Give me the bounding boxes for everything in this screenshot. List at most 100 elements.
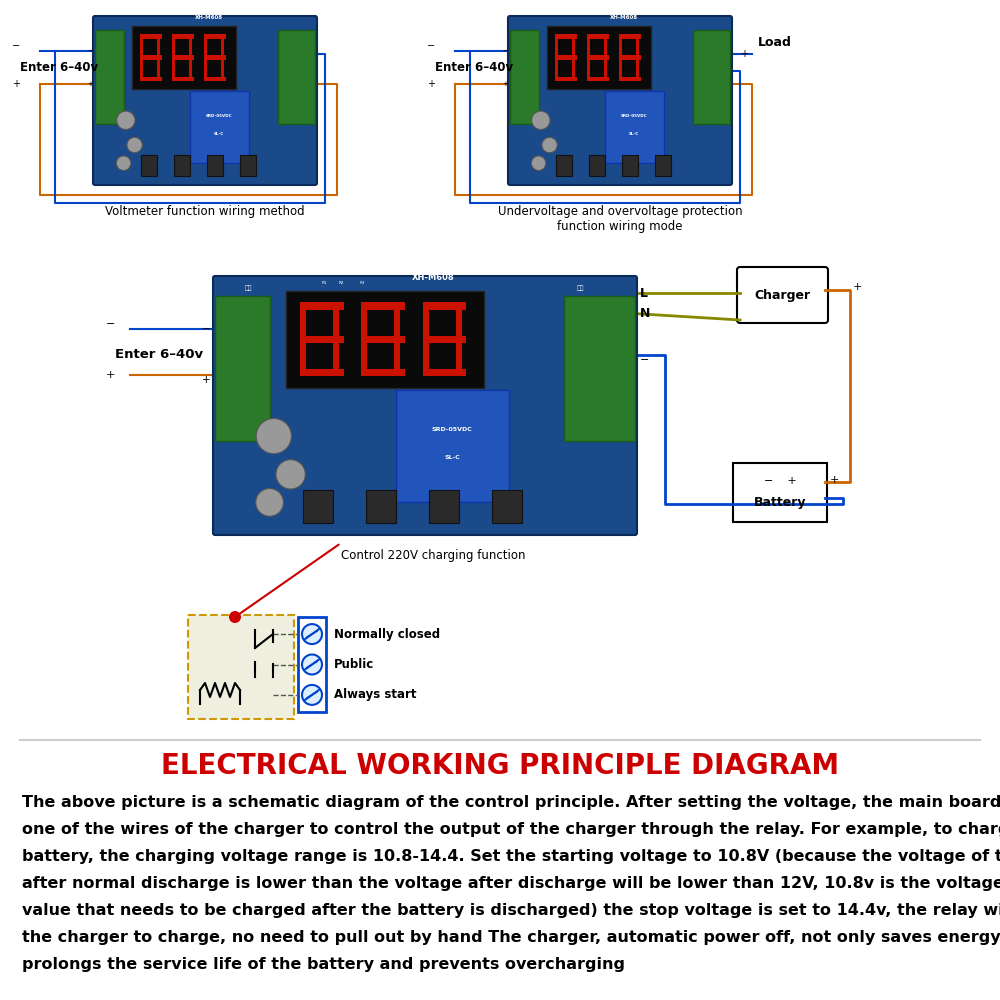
FancyBboxPatch shape bbox=[508, 16, 732, 185]
Text: +: + bbox=[427, 79, 435, 89]
Circle shape bbox=[256, 418, 291, 454]
Text: Public: Public bbox=[334, 658, 374, 671]
Bar bbox=[286, 291, 484, 388]
FancyBboxPatch shape bbox=[733, 463, 827, 522]
Bar bbox=[564, 296, 635, 441]
Bar bbox=[619, 55, 641, 60]
Bar bbox=[423, 302, 466, 310]
Bar bbox=[619, 34, 641, 39]
FancyBboxPatch shape bbox=[93, 16, 317, 185]
Bar bbox=[132, 26, 236, 89]
FancyBboxPatch shape bbox=[213, 276, 637, 535]
Bar bbox=[204, 34, 207, 81]
Bar bbox=[587, 77, 609, 81]
Bar bbox=[693, 30, 730, 124]
Circle shape bbox=[229, 611, 241, 623]
Circle shape bbox=[302, 654, 322, 674]
Bar bbox=[510, 30, 539, 124]
Bar bbox=[300, 369, 344, 376]
Text: −    +: − + bbox=[764, 477, 796, 487]
Bar bbox=[655, 155, 671, 176]
Bar bbox=[140, 34, 143, 81]
Text: −: − bbox=[427, 41, 435, 51]
Text: SRD-05VDC: SRD-05VDC bbox=[621, 114, 648, 118]
Bar bbox=[157, 34, 160, 81]
Text: ELECTRICAL WORKING PRINCIPLE DIAGRAM: ELECTRICAL WORKING PRINCIPLE DIAGRAM bbox=[161, 752, 839, 780]
Text: R1: R1 bbox=[322, 281, 327, 285]
Text: XH-M608: XH-M608 bbox=[195, 15, 223, 20]
Bar bbox=[394, 302, 400, 376]
Bar bbox=[215, 296, 270, 441]
Text: +: + bbox=[106, 370, 115, 380]
Bar bbox=[423, 369, 466, 376]
Text: −: − bbox=[640, 355, 649, 365]
Bar bbox=[555, 55, 577, 60]
Text: the charger to charge, no need to pull out by hand The charger, automatic power : the charger to charge, no need to pull o… bbox=[22, 930, 1000, 945]
Bar bbox=[140, 55, 162, 60]
Bar bbox=[174, 155, 190, 176]
Bar bbox=[555, 34, 558, 81]
Bar bbox=[636, 34, 639, 81]
Text: Enter 6–40v: Enter 6–40v bbox=[20, 61, 98, 74]
Text: Enter 6–40v: Enter 6–40v bbox=[435, 61, 513, 74]
Bar bbox=[555, 77, 577, 81]
Text: Load: Load bbox=[758, 36, 792, 49]
Bar bbox=[572, 34, 575, 81]
Text: Control 220V charging function: Control 220V charging function bbox=[341, 549, 526, 562]
Bar bbox=[189, 34, 192, 81]
Bar bbox=[221, 34, 224, 81]
FancyBboxPatch shape bbox=[737, 267, 828, 323]
Circle shape bbox=[117, 111, 135, 130]
Bar bbox=[361, 302, 367, 376]
Text: Voltmeter function wiring method: Voltmeter function wiring method bbox=[105, 205, 305, 218]
Bar bbox=[429, 490, 459, 523]
Text: Charger: Charger bbox=[754, 288, 811, 302]
Bar bbox=[587, 55, 609, 60]
Text: SL-C: SL-C bbox=[629, 132, 639, 136]
Bar bbox=[555, 34, 577, 39]
Text: Normally closed: Normally closed bbox=[334, 628, 440, 641]
Bar bbox=[300, 336, 344, 343]
Bar bbox=[207, 155, 223, 176]
Text: Enter 6–40v: Enter 6–40v bbox=[115, 348, 203, 361]
Text: −: − bbox=[12, 41, 20, 51]
Bar bbox=[204, 77, 226, 81]
Bar bbox=[423, 336, 466, 343]
Bar bbox=[303, 490, 333, 523]
Text: The above picture is a schematic diagram of the control principle. After setting: The above picture is a schematic diagram… bbox=[22, 795, 1000, 810]
Text: −: − bbox=[87, 48, 93, 54]
Bar bbox=[141, 155, 157, 176]
Text: XH-M608: XH-M608 bbox=[610, 15, 638, 20]
Bar bbox=[172, 34, 175, 81]
Bar bbox=[619, 77, 641, 81]
Bar bbox=[587, 34, 590, 81]
Bar bbox=[366, 490, 396, 523]
Text: 输出: 输出 bbox=[577, 285, 584, 291]
Bar bbox=[204, 55, 226, 60]
Bar bbox=[172, 77, 194, 81]
Bar bbox=[587, 34, 609, 39]
Bar bbox=[204, 34, 226, 39]
Bar bbox=[605, 91, 664, 163]
Text: Always start: Always start bbox=[334, 688, 416, 701]
Bar bbox=[278, 30, 315, 124]
Bar bbox=[492, 490, 522, 523]
Bar bbox=[300, 302, 344, 310]
Text: +: + bbox=[202, 375, 211, 385]
Text: L: L bbox=[640, 287, 648, 300]
Bar bbox=[95, 30, 124, 124]
Bar bbox=[172, 34, 194, 39]
Bar bbox=[604, 34, 607, 81]
Text: +: + bbox=[740, 49, 748, 59]
Circle shape bbox=[532, 111, 550, 130]
Circle shape bbox=[531, 156, 546, 170]
Circle shape bbox=[116, 156, 131, 170]
Text: value that needs to be charged after the battery is discharged) the stop voltage: value that needs to be charged after the… bbox=[22, 903, 1000, 918]
Text: −: − bbox=[106, 319, 115, 329]
Bar bbox=[300, 302, 306, 376]
Circle shape bbox=[542, 137, 557, 153]
Circle shape bbox=[276, 460, 305, 489]
Text: Battery: Battery bbox=[754, 496, 806, 509]
Bar bbox=[456, 302, 462, 376]
Bar bbox=[547, 26, 651, 89]
